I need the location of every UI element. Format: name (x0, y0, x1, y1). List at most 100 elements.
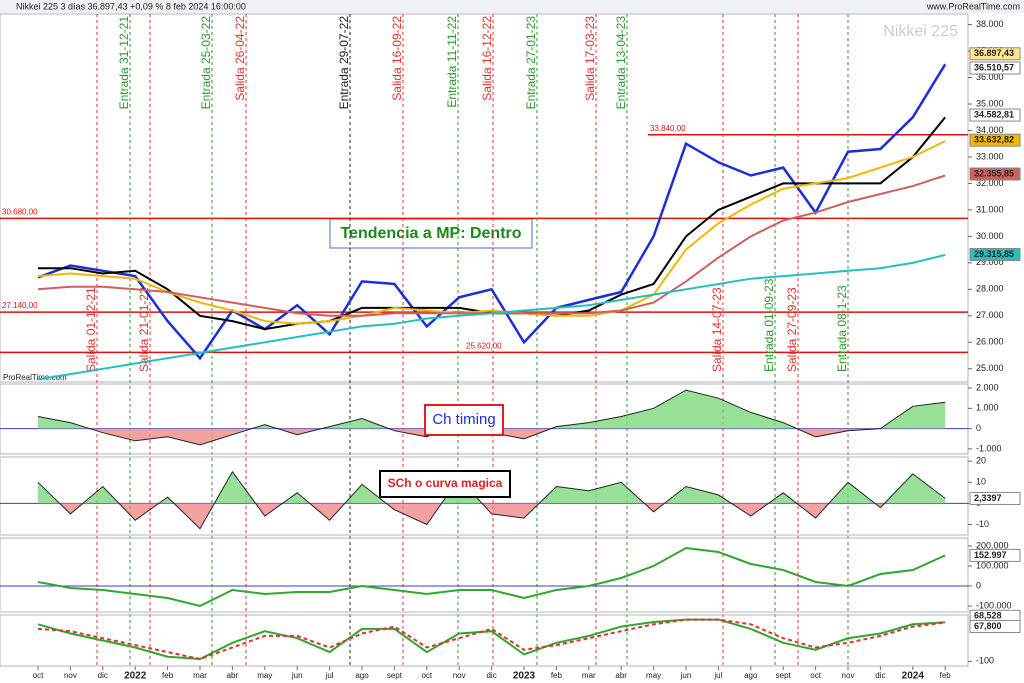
value-tag (969, 548, 1021, 562)
event-label: Salida 16-09-22 (390, 16, 404, 101)
value-tag (969, 167, 1021, 181)
y-tick-label: 29.000 (976, 257, 1004, 267)
x-tick-label: mar (193, 671, 207, 680)
y-tick-label: 31.000 (976, 204, 1004, 214)
event-label: Salida 01-12-21 (84, 287, 98, 372)
x-tick-label: dic (486, 671, 496, 680)
y-tick-label: -10 (976, 519, 989, 529)
event-label: Salida 26-04-22 (233, 16, 247, 101)
line (37, 618, 946, 661)
x-tick-label: sept (776, 671, 792, 680)
panel-title: Ch timing (432, 411, 495, 428)
event-label: Salida 16-12-22 (480, 16, 494, 101)
y-tick-label: 26.000 (976, 337, 1004, 347)
x-tick-label: ago (744, 671, 758, 680)
panel-frame (0, 537, 969, 613)
y-tick-label: 34.000 (976, 125, 1004, 135)
level-label: 27.140,00 (2, 301, 38, 310)
timing-box (424, 404, 504, 436)
value-tag (969, 619, 1021, 633)
event-label: Entrada 08-1-23 (835, 285, 849, 372)
x-tick-label: abr (615, 671, 627, 680)
panel-frame (0, 383, 969, 455)
value-tag (969, 491, 1021, 505)
value-tag-label: 33.632,82 (974, 135, 1014, 145)
event-label: Entrada 13-04-23 (614, 16, 628, 110)
x-tick-label: 2023 (513, 671, 536, 682)
chart-title: Nikkei 225 3 días 36.897,43 +0,09 % 8 fe… (16, 1, 246, 11)
value-tag-label: 32.355,85 (974, 168, 1014, 178)
value-tag-label: 36.510,57 (974, 62, 1014, 72)
x-tick-label: jun (291, 671, 303, 680)
x-tick-label: jul (713, 671, 722, 680)
watermark: Nikkei 225 (883, 23, 958, 40)
x-tick-label: jul (325, 671, 334, 680)
y-tick-label: 2.000 (976, 382, 999, 392)
event-label: Entrada 29-07-22 (337, 16, 351, 110)
x-tick-label: feb (940, 671, 952, 680)
value-tag (969, 108, 1021, 122)
x-tick-label: feb (162, 671, 174, 680)
x-tick-label: ago (355, 671, 369, 680)
value-tag (969, 248, 1021, 262)
x-tick-label: may (257, 671, 272, 680)
value-tag-label: 34.582,81 (974, 109, 1014, 119)
event-label: Salida 27-09-23 (785, 287, 799, 372)
x-tick-label: dic (875, 671, 885, 680)
y-tick-label: 28.000 (976, 284, 1004, 294)
y-tick-label: 25.000 (976, 363, 1004, 373)
x-tick-label: dic (98, 671, 108, 680)
y-tick-label: 0 (976, 423, 981, 433)
y-tick-label: 36.000 (976, 72, 1004, 82)
value-tag-label: 36.897,43 (974, 48, 1014, 58)
brand: ProRealTime.com (3, 373, 67, 382)
x-tick-label: oct (33, 671, 44, 680)
y-tick-label: 32.000 (976, 178, 1004, 188)
y-tick-label: 100.000 (976, 560, 1009, 570)
level-label: 25.620,00 (466, 341, 502, 350)
x-tick-label: abr (227, 671, 239, 680)
x-tick-label: 2022 (124, 671, 147, 682)
y-tick-label: 10 (976, 477, 986, 487)
x-tick-label: nov (453, 671, 466, 680)
y-tick-label: 27.000 (976, 310, 1004, 320)
x-tick-label: oct (810, 671, 821, 680)
event-label: Salida 17-03-23 (583, 16, 597, 101)
x-tick-label: jun (680, 671, 692, 680)
trend-box (329, 218, 533, 249)
event-label: Salida 14-07-23 (710, 287, 724, 372)
site-label: www.ProRealTime.com (926, 1, 1020, 11)
event-label: Entrada 11-11-22 (445, 16, 459, 108)
line (37, 253, 946, 381)
event-label: Entrada 31-12-21 (117, 16, 131, 110)
line (37, 140, 946, 325)
panel-frame (0, 13, 969, 383)
x-tick-label: nov (64, 671, 77, 680)
value-tag-label: 29.315,85 (974, 249, 1014, 259)
value-tag-label: 152.997 (974, 550, 1007, 560)
panel-title: SCh o curva magica (388, 476, 503, 490)
y-tick-label: -100.000 (976, 600, 1012, 610)
y-tick-label: 35.000 (976, 98, 1004, 108)
x-tick-label: may (646, 671, 661, 680)
x-tick-label: oct (421, 671, 432, 680)
area (38, 390, 946, 429)
x-tick-label: mar (582, 671, 596, 680)
event-label: Salida 21-01-22 (137, 287, 151, 372)
y-tick-label: 200.000 (976, 540, 1009, 550)
x-tick-label: feb (551, 671, 563, 680)
trend-label: Tendencia a MP: Dentro (340, 225, 521, 242)
y-tick-label: 38.000 (976, 19, 1004, 29)
y-tick-label: 1.000 (976, 403, 999, 413)
value-tag-label: 67,800 (974, 621, 1002, 631)
line (37, 546, 946, 608)
title-bar (0, 0, 1024, 13)
value-tag-label: 68,528 (974, 611, 1002, 621)
panel-frame (0, 456, 969, 536)
y-tick-label: 20 (976, 456, 986, 466)
y-tick-label: -1.000 (976, 443, 1002, 453)
value-tag (969, 47, 1021, 61)
y-tick-label: 33.000 (976, 151, 1004, 161)
x-tick-label: nov (842, 671, 855, 680)
